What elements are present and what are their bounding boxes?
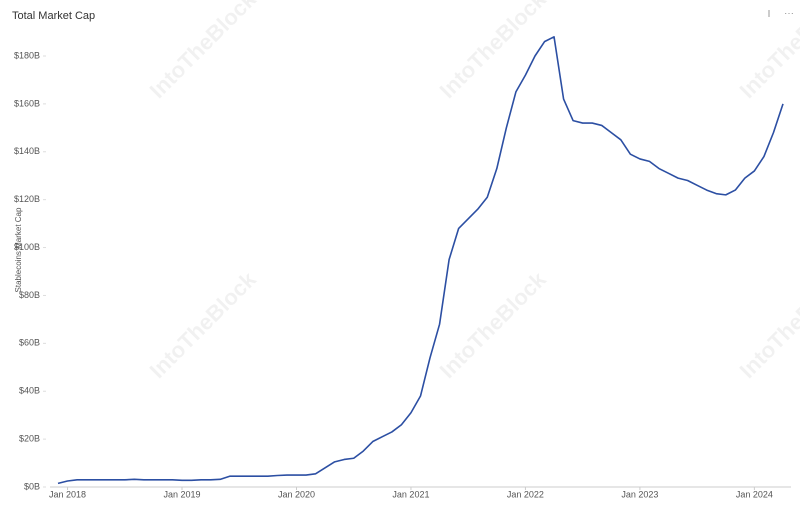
y-axis-label: Stablecoins Market Cap xyxy=(14,207,23,292)
chart-title: Total Market Cap xyxy=(12,10,95,22)
watermark: IntoTheBlock xyxy=(435,266,552,383)
watermark: IntoTheBlock xyxy=(145,0,262,103)
line xyxy=(57,36,784,485)
x-tick-label: Jan 2024 xyxy=(736,489,773,499)
x-tick-label: Jan 2020 xyxy=(278,489,315,499)
y-tick-label: $120B xyxy=(14,194,40,204)
watermark: IntoTheBlock xyxy=(145,266,262,383)
y-tick-label: $180B xyxy=(14,50,40,60)
x-tick-label: Jan 2021 xyxy=(392,489,429,499)
x-tick-label: Jan 2022 xyxy=(507,489,544,499)
y-tick-label: $80B xyxy=(19,290,40,300)
y-tick-label: $20B xyxy=(19,433,40,443)
y-tick-label: $100B xyxy=(14,242,40,252)
watermark: IntoTheBlock xyxy=(735,266,800,383)
x-tick-label: Jan 2023 xyxy=(621,489,658,499)
watermark: IntoTheBlock xyxy=(435,0,552,103)
y-tick-label: $160B xyxy=(14,98,40,108)
y-tick-label: $0B xyxy=(24,481,40,491)
menu-icon[interactable]: ⋯ xyxy=(784,9,794,20)
y-tick-label: $140B xyxy=(14,146,40,156)
y-tick-label: $40B xyxy=(19,386,40,396)
x-tick-label: Jan 2019 xyxy=(163,489,200,499)
x-tick-label: Jan 2018 xyxy=(49,489,86,499)
y-tick-label: $60B xyxy=(19,338,40,348)
